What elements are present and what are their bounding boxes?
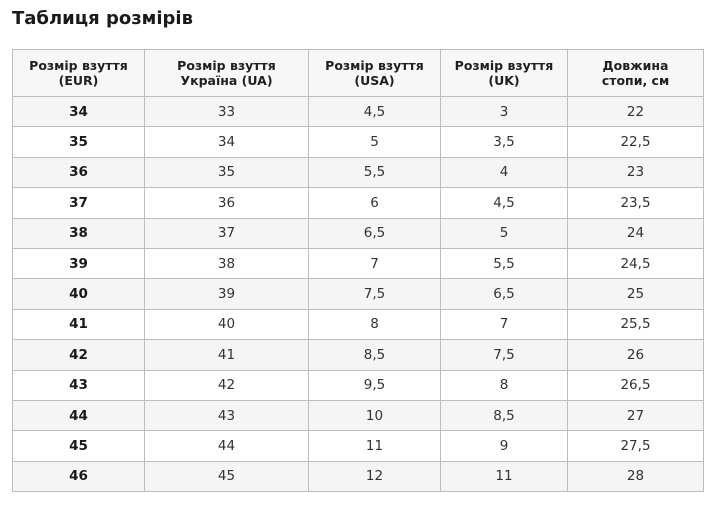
cell-uk: 7 — [440, 308, 568, 341]
cell-ua: 38 — [144, 247, 309, 280]
table-row: 35 34 5 3,5 22,5 — [12, 126, 704, 158]
cell-uk: 3 — [440, 95, 568, 128]
header-eur-line-2: (EUR) — [58, 73, 99, 88]
cell-eur: 38 — [12, 217, 145, 249]
table-row: 45 44 11 9 27,5 — [12, 430, 704, 462]
cell-uk: 4 — [440, 156, 568, 189]
cell-foot-length: 23 — [567, 156, 704, 189]
cell-foot-length: 28 — [567, 460, 704, 493]
cell-eur: 46 — [12, 460, 145, 493]
header-row: Розмір взуття (EUR) Розмір взуття Україн… — [12, 49, 704, 97]
cell-usa: 4,5 — [308, 95, 441, 128]
cell-foot-length: 25 — [567, 278, 704, 310]
header-eur-line-1: Розмір взуття — [29, 58, 128, 73]
cell-foot-length: 26,5 — [567, 369, 704, 401]
cell-uk: 8 — [440, 369, 568, 401]
cell-eur: 41 — [12, 308, 145, 341]
cell-ua: 39 — [144, 278, 309, 310]
cell-eur: 43 — [12, 369, 145, 401]
header-ua-line-1: Розмір взуття — [177, 58, 276, 73]
header-uk-line-1: Розмір взуття — [454, 58, 554, 73]
table-row: 38 37 6,5 5 24 — [12, 217, 704, 249]
cell-usa: 5 — [308, 126, 441, 158]
table-body: 34 33 4,5 3 22 35 34 5 3,5 22,5 36 35 5,… — [12, 95, 704, 493]
header-foot-length-line-2: стопи, см — [601, 73, 670, 88]
cell-foot-length: 22,5 — [567, 126, 704, 158]
cell-ua: 40 — [144, 308, 309, 341]
cell-usa: 8,5 — [308, 339, 441, 371]
cell-ua: 34 — [144, 126, 309, 158]
cell-ua: 44 — [144, 430, 309, 462]
cell-usa: 7 — [308, 247, 441, 280]
cell-foot-length: 25,5 — [567, 308, 704, 341]
cell-usa: 11 — [308, 430, 441, 462]
table-row: 41 40 8 7 25,5 — [12, 308, 704, 341]
cell-uk: 5,5 — [440, 247, 568, 280]
header-usa: Розмір взуття (USA) — [308, 49, 441, 97]
cell-usa: 8 — [308, 308, 441, 341]
header-usa-line-2: (USA) — [354, 73, 395, 88]
cell-foot-length: 27,5 — [567, 430, 704, 462]
cell-ua: 43 — [144, 399, 309, 432]
cell-uk: 6,5 — [440, 278, 568, 310]
cell-foot-length: 24,5 — [567, 247, 704, 280]
table-row: 46 45 12 11 28 — [12, 460, 704, 493]
table-row: 44 43 10 8,5 27 — [12, 399, 704, 432]
cell-eur: 44 — [12, 399, 145, 432]
table-row: 43 42 9,5 8 26,5 — [12, 369, 704, 401]
cell-uk: 7,5 — [440, 339, 568, 371]
header-foot-length: Довжина стопи, см — [567, 49, 704, 97]
cell-ua: 45 — [144, 460, 309, 493]
cell-eur: 45 — [12, 430, 145, 462]
header-ua-line-2: Україна (UA) — [180, 73, 273, 88]
cell-foot-length: 23,5 — [567, 187, 704, 219]
cell-uk: 4,5 — [440, 187, 568, 219]
table-row: 42 41 8,5 7,5 26 — [12, 339, 704, 371]
size-table: Розмір взуття (EUR) Розмір взуття Україн… — [12, 49, 704, 493]
header-uk-line-2: (UK) — [488, 73, 520, 88]
cell-ua: 35 — [144, 156, 309, 189]
cell-usa: 12 — [308, 460, 441, 493]
cell-uk: 5 — [440, 217, 568, 249]
cell-ua: 41 — [144, 339, 309, 371]
cell-foot-length: 24 — [567, 217, 704, 249]
cell-foot-length: 22 — [567, 95, 704, 128]
cell-uk: 9 — [440, 430, 568, 462]
cell-eur: 40 — [12, 278, 145, 310]
cell-ua: 33 — [144, 95, 309, 128]
cell-uk: 8,5 — [440, 399, 568, 432]
header-eur: Розмір взуття (EUR) — [12, 49, 145, 97]
cell-usa: 10 — [308, 399, 441, 432]
table-row: 36 35 5,5 4 23 — [12, 156, 704, 189]
cell-foot-length: 27 — [567, 399, 704, 432]
header-foot-length-line-1: Довжина — [602, 58, 669, 73]
table-row: 34 33 4,5 3 22 — [12, 95, 704, 128]
header-uk: Розмір взуття (UK) — [440, 49, 568, 97]
cell-ua: 36 — [144, 187, 309, 219]
header-ua: Розмір взуття Україна (UA) — [144, 49, 309, 97]
cell-uk: 3,5 — [440, 126, 568, 158]
cell-eur: 35 — [12, 126, 145, 158]
header-usa-line-1: Розмір взуття — [325, 58, 424, 73]
cell-eur: 36 — [12, 156, 145, 189]
cell-eur: 34 — [12, 95, 145, 128]
cell-ua: 37 — [144, 217, 309, 249]
cell-ua: 42 — [144, 369, 309, 401]
table-header: Розмір взуття (EUR) Розмір взуття Україн… — [12, 49, 704, 97]
table-row: 40 39 7,5 6,5 25 — [12, 278, 704, 310]
cell-usa: 6,5 — [308, 217, 441, 249]
cell-usa: 6 — [308, 187, 441, 219]
table-row: 39 38 7 5,5 24,5 — [12, 247, 704, 280]
cell-usa: 7,5 — [308, 278, 441, 310]
cell-usa: 5,5 — [308, 156, 441, 189]
cell-eur: 39 — [12, 247, 145, 280]
cell-eur: 42 — [12, 339, 145, 371]
cell-uk: 11 — [440, 460, 568, 493]
cell-eur: 37 — [12, 187, 145, 219]
table-row: 37 36 6 4,5 23,5 — [12, 187, 704, 219]
cell-usa: 9,5 — [308, 369, 441, 401]
cell-foot-length: 26 — [567, 339, 704, 371]
page-title: Таблиця розмірів — [12, 8, 193, 29]
